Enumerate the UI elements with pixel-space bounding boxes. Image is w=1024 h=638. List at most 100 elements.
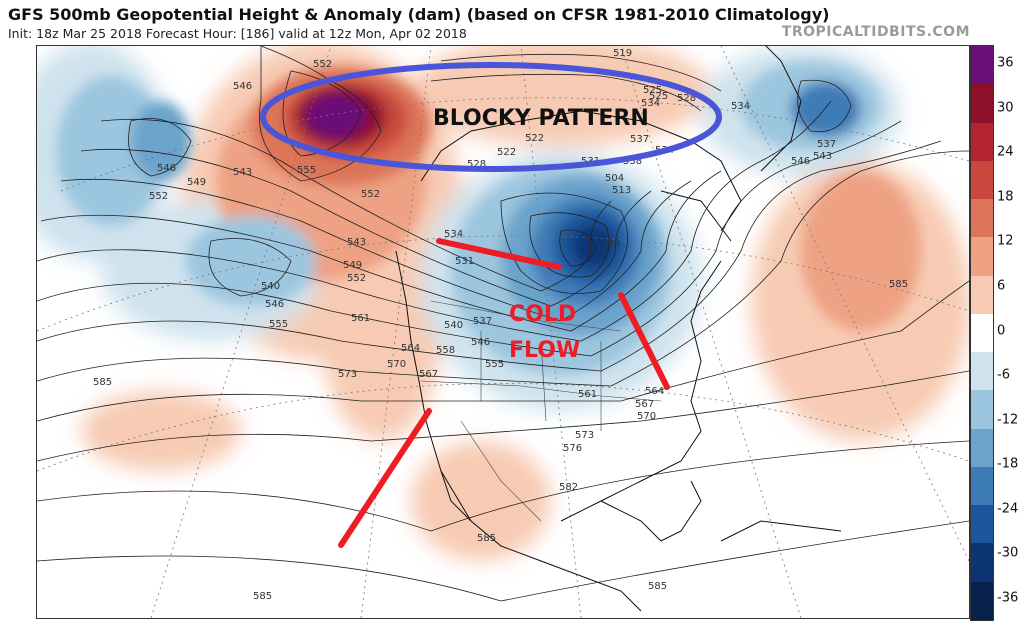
colorbar-label: -36 <box>997 590 1019 606</box>
colorbar-swatch <box>971 505 993 545</box>
warm-anomaly-mexico <box>411 441 551 561</box>
svg-text:534: 534 <box>641 98 660 109</box>
svg-text:585: 585 <box>648 581 667 592</box>
colorbar-swatch <box>971 466 993 507</box>
svg-text:582: 582 <box>559 482 578 493</box>
graticule <box>37 46 969 618</box>
svg-text:564: 564 <box>401 343 420 354</box>
svg-text:567: 567 <box>635 399 654 410</box>
svg-text:519: 519 <box>613 48 632 59</box>
svg-text:552: 552 <box>149 191 168 202</box>
svg-text:546: 546 <box>265 299 284 310</box>
svg-text:555: 555 <box>485 359 504 370</box>
svg-text:573: 573 <box>338 369 357 380</box>
svg-text:561: 561 <box>351 313 370 324</box>
colorbar-swatch <box>971 581 993 620</box>
flow-arrow-north <box>436 238 562 270</box>
svg-text:585: 585 <box>253 591 272 602</box>
svg-text:525: 525 <box>649 91 668 102</box>
svg-text:528: 528 <box>467 159 486 170</box>
colorbar-swatch <box>971 543 993 583</box>
colorbar-swatch <box>971 84 993 124</box>
svg-text:525: 525 <box>643 85 662 96</box>
flow-arrow-east <box>618 292 670 390</box>
colorbar-swatch <box>971 160 993 201</box>
blocky-pattern-ellipse <box>260 62 722 172</box>
svg-text:585: 585 <box>889 279 908 290</box>
svg-text:549: 549 <box>187 177 206 188</box>
colorbar-swatch <box>971 390 993 430</box>
colorbar-label: -6 <box>997 367 1010 383</box>
svg-text:522: 522 <box>525 133 544 144</box>
borders <box>420 300 662 522</box>
flow-arrow-southwest <box>338 408 432 548</box>
colorbar-label: 24 <box>997 144 1014 160</box>
svg-text:546: 546 <box>791 156 810 167</box>
blocky-pattern-label: BLOCKY PATTERN <box>433 106 649 131</box>
map-canvas: 519 525 528 534 534 537 543 546 546 552 … <box>37 46 969 618</box>
colorbar-swatch <box>971 122 993 162</box>
svg-text:513: 513 <box>612 185 631 196</box>
svg-text:538: 538 <box>623 156 642 167</box>
svg-text:549: 549 <box>343 260 362 271</box>
anomaly-colorbar <box>970 45 994 621</box>
svg-text:561: 561 <box>578 389 597 400</box>
svg-text:576: 576 <box>563 443 582 454</box>
colorbar-label: 36 <box>997 55 1014 71</box>
svg-text:537: 537 <box>630 134 649 145</box>
svg-text:543: 543 <box>813 151 832 162</box>
coastlines <box>395 46 842 612</box>
svg-text:540: 540 <box>444 320 463 331</box>
colorbar-label: -12 <box>997 412 1019 428</box>
brand-watermark: TROPICALTIDBITS.COM <box>781 24 970 40</box>
contour-labels: 519 525 528 534 534 537 543 546 546 552 … <box>93 48 908 602</box>
svg-text:546: 546 <box>471 337 490 348</box>
svg-text:543: 543 <box>347 237 366 248</box>
svg-text:573: 573 <box>575 430 594 441</box>
warm-anomaly-arctic <box>411 46 711 146</box>
map-title: GFS 500mb Geopotential Height & Anomaly … <box>8 5 830 24</box>
colorbar-label: -24 <box>997 501 1019 517</box>
svg-text:555: 555 <box>297 165 316 176</box>
svg-text:534: 534 <box>444 229 463 240</box>
cold-flow-label-line1: COLD <box>509 302 576 327</box>
warm-anomaly-pacific <box>81 391 241 471</box>
svg-text:522: 522 <box>497 147 516 158</box>
colorbar-swatch <box>971 199 993 239</box>
colorbar-swatch <box>971 352 993 392</box>
svg-text:528: 528 <box>677 93 696 104</box>
colorbar-swatch <box>971 275 993 315</box>
svg-text:537: 537 <box>473 316 492 327</box>
svg-text:543: 543 <box>233 167 252 178</box>
colorbar-label: 30 <box>997 100 1014 116</box>
colorbar-label: 18 <box>997 189 1014 205</box>
colorbar-label: -30 <box>997 545 1019 561</box>
colorbar-label: 0 <box>997 323 1006 338</box>
svg-text:567: 567 <box>419 369 438 380</box>
colorbar-label: 6 <box>997 278 1006 294</box>
svg-text:546: 546 <box>233 81 252 92</box>
svg-text:555: 555 <box>269 319 288 330</box>
svg-text:504: 504 <box>605 173 624 184</box>
svg-text:531: 531 <box>455 256 474 267</box>
svg-text:585: 585 <box>93 377 112 388</box>
svg-text:558: 558 <box>436 345 455 356</box>
svg-text:552: 552 <box>361 189 380 200</box>
colorbar-swatch <box>971 46 993 86</box>
cold-flow-label-line2: FLOW <box>509 338 580 363</box>
svg-text:570: 570 <box>387 359 406 370</box>
colorbar-label: -18 <box>997 456 1019 472</box>
svg-text:546: 546 <box>157 163 176 174</box>
colorbar-swatch <box>971 313 993 354</box>
svg-text:498: 498 <box>601 238 620 249</box>
svg-text:552: 552 <box>313 59 332 70</box>
svg-text:564: 564 <box>645 386 664 397</box>
svg-text:537: 537 <box>817 139 836 150</box>
colorbar-swatch <box>971 428 993 468</box>
svg-text:585: 585 <box>477 533 496 544</box>
map-subtitle: Init: 18z Mar 25 2018 Forecast Hour: [18… <box>8 26 467 41</box>
colorbar-label: 12 <box>997 233 1014 249</box>
map-panel: 519 525 528 534 534 537 543 546 546 552 … <box>36 45 970 619</box>
svg-text:540: 540 <box>261 281 280 292</box>
svg-text:552: 552 <box>347 273 366 284</box>
